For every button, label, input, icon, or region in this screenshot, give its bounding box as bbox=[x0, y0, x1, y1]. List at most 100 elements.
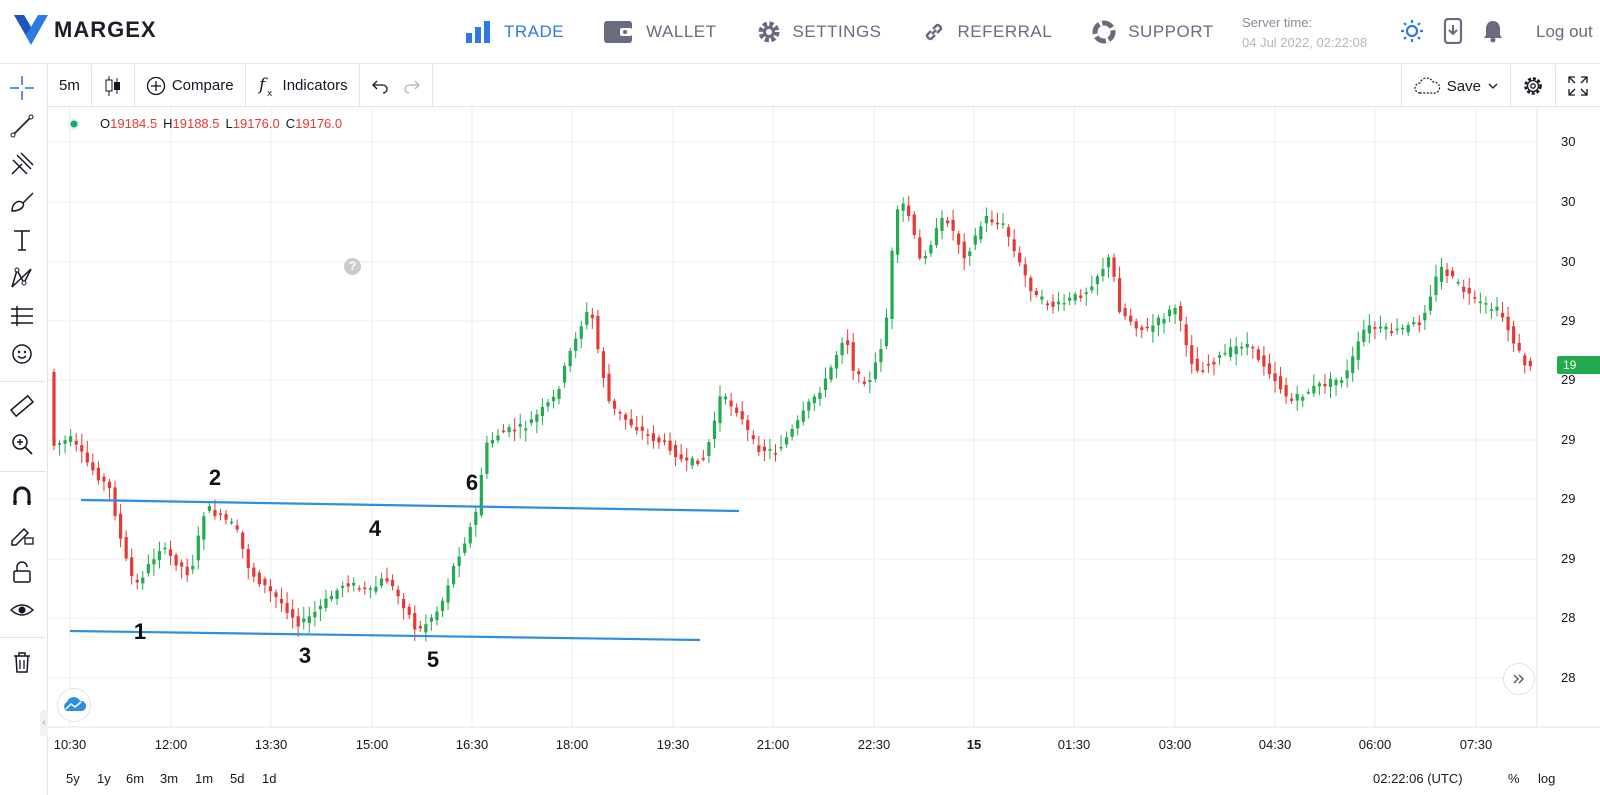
nav-trade[interactable]: TRADE bbox=[466, 21, 564, 43]
candle-body bbox=[1417, 322, 1421, 326]
candle-body bbox=[196, 535, 200, 561]
candle-body bbox=[768, 449, 772, 451]
mobile-download-icon[interactable] bbox=[1443, 18, 1463, 44]
candle-body bbox=[1068, 297, 1072, 301]
zoom-tool[interactable] bbox=[4, 427, 40, 461]
candle-body bbox=[629, 418, 633, 426]
candle-body bbox=[1056, 301, 1061, 305]
undo-icon[interactable] bbox=[371, 78, 389, 94]
compare-button[interactable]: Compare bbox=[135, 64, 246, 107]
ruler-tool[interactable] bbox=[4, 389, 40, 423]
redo-icon[interactable] bbox=[403, 78, 421, 94]
sun-icon[interactable] bbox=[1400, 19, 1424, 43]
candle-body bbox=[1345, 370, 1349, 379]
nav-referral-label: REFERRAL bbox=[957, 22, 1053, 41]
price-axis-tick-label: 29 bbox=[1561, 313, 1575, 328]
candle-body bbox=[1351, 356, 1355, 374]
candle-body bbox=[596, 315, 600, 350]
candle-body bbox=[646, 434, 650, 436]
candle-body bbox=[1029, 277, 1033, 292]
candle-body bbox=[279, 598, 284, 604]
legend-open-value: 19184.5 bbox=[110, 116, 158, 131]
range-1y[interactable]: 1y bbox=[97, 771, 111, 786]
chart-type-button[interactable] bbox=[92, 64, 135, 107]
crosshair-tool[interactable] bbox=[4, 71, 40, 105]
candle-body bbox=[418, 626, 422, 629]
logout-link[interactable]: Log out bbox=[1536, 22, 1593, 41]
smiley-icon bbox=[12, 344, 32, 364]
candle-body bbox=[640, 426, 644, 431]
candle-body bbox=[757, 445, 761, 452]
candle-body bbox=[723, 396, 728, 400]
magnet-tool[interactable] bbox=[4, 479, 40, 513]
candle-body bbox=[1439, 266, 1444, 282]
range-1m[interactable]: 1m bbox=[195, 771, 214, 786]
candle-body bbox=[1051, 301, 1055, 307]
fullscreen-button[interactable] bbox=[1555, 65, 1600, 107]
candlestick-chart-svg[interactable]: 10:30 12:00 13:30 15:00 16:30 18:00 19:30 21:00… bbox=[48, 107, 1600, 795]
x-axis-tick-label: 21:00 bbox=[757, 737, 790, 752]
x-axis-tick-label: 19:30 bbox=[657, 737, 690, 752]
candle-body bbox=[302, 618, 306, 623]
candle-body bbox=[285, 603, 289, 613]
candle-body bbox=[1378, 326, 1383, 329]
visibility-tool[interactable] bbox=[4, 593, 40, 627]
chart-settings-button[interactable] bbox=[1510, 65, 1555, 107]
log-toggle[interactable]: log bbox=[1538, 771, 1556, 786]
candle-body bbox=[901, 203, 905, 211]
pattern-tool[interactable] bbox=[4, 261, 40, 295]
candle-body bbox=[1290, 398, 1294, 401]
gear-icon bbox=[1524, 77, 1542, 95]
icons-tool[interactable] bbox=[4, 337, 40, 371]
candle-body bbox=[746, 420, 750, 431]
trendline-tool[interactable] bbox=[4, 109, 40, 143]
nav-support[interactable]: SUPPORT bbox=[1092, 20, 1213, 44]
utc-clock[interactable]: 02:22:06 (UTC) bbox=[1373, 771, 1463, 786]
nav-settings[interactable]: SETTINGS bbox=[757, 20, 882, 44]
bar-chart-icon bbox=[466, 21, 490, 43]
stay-drawing-tool[interactable] bbox=[4, 517, 40, 551]
candle-body bbox=[1007, 227, 1011, 237]
range-5y[interactable]: 5y bbox=[66, 771, 80, 786]
range-3m[interactable]: 3m bbox=[160, 771, 179, 786]
candle-body bbox=[679, 454, 683, 460]
main-nav: TRADE WALLET SETTINGS REFERRAL SUPPORT bbox=[466, 0, 1254, 64]
lock-tool[interactable] bbox=[4, 555, 40, 589]
help-icon[interactable]: ? bbox=[344, 258, 361, 275]
x-axis-tick-label: 01:30 bbox=[1058, 737, 1091, 752]
chart-bottom-bar: 5y 1y 6m 3m 1m 5d 1d 02:22:06 (UTC) % lo… bbox=[48, 765, 1600, 795]
nav-wallet[interactable]: WALLET bbox=[604, 21, 716, 43]
pitchfork-tool[interactable] bbox=[4, 147, 40, 181]
remove-drawings-tool[interactable] bbox=[4, 645, 40, 679]
candle-body bbox=[424, 624, 428, 633]
range-6m[interactable]: 6m bbox=[126, 771, 145, 786]
candle-body bbox=[52, 371, 56, 446]
candle-body bbox=[812, 396, 816, 404]
interval-button[interactable]: 5m bbox=[48, 64, 92, 107]
legend-close-label: C bbox=[285, 116, 296, 131]
save-button[interactable]: Save bbox=[1400, 65, 1510, 107]
candle-body bbox=[130, 557, 134, 577]
candle-body bbox=[1451, 270, 1455, 277]
brush-tool[interactable] bbox=[4, 185, 40, 219]
candle-body bbox=[1084, 292, 1088, 295]
collapse-sidebar-handle[interactable]: ‹ bbox=[40, 710, 48, 736]
candle-body bbox=[218, 513, 223, 515]
scroll-to-latest-button[interactable] bbox=[1503, 663, 1535, 695]
candle-body bbox=[1262, 355, 1266, 367]
chart-logo-button[interactable] bbox=[57, 688, 91, 722]
candle-body bbox=[402, 599, 406, 609]
prediction-tool[interactable] bbox=[4, 299, 40, 333]
brand-logo[interactable]: MARGEX bbox=[14, 15, 157, 45]
bell-icon[interactable] bbox=[1482, 19, 1504, 43]
candle-body bbox=[1167, 309, 1172, 317]
percent-toggle[interactable]: % bbox=[1508, 771, 1520, 786]
text-icon bbox=[14, 230, 30, 251]
range-1d[interactable]: 1d bbox=[262, 771, 277, 786]
range-5d[interactable]: 5d bbox=[230, 771, 245, 786]
text-tool[interactable] bbox=[4, 223, 40, 257]
price-chart[interactable]: 10:30 12:00 13:30 15:00 16:30 18:00 19:30 21:00… bbox=[48, 107, 1600, 795]
nav-referral[interactable]: REFERRAL bbox=[922, 20, 1053, 44]
